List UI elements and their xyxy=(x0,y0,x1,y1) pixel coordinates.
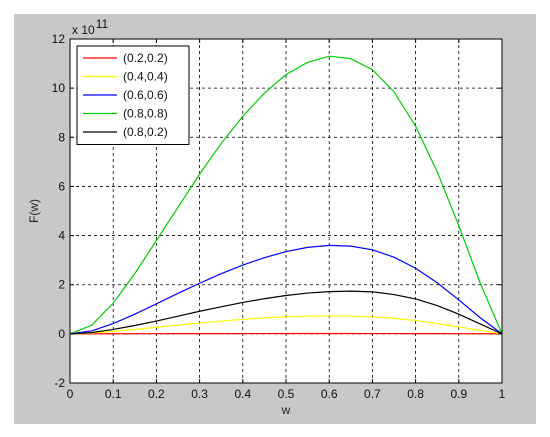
y-tick-label: 0 xyxy=(58,327,65,341)
legend-label: (0.4,0.4) xyxy=(123,70,168,84)
x-tick-label: 0.1 xyxy=(105,387,122,401)
x-tick-label: 0.3 xyxy=(191,387,208,401)
series-line xyxy=(69,290,503,335)
figure-window: 0 0.1 0.2 0.3 0.4 0.5 0.6 0.7 0.8 0.9 1 -2 0 2 4 6 8 10 12… xyxy=(14,14,536,424)
legend-label: (0.8,0.2) xyxy=(123,125,168,139)
y-tick-label: 6 xyxy=(58,179,65,193)
x-tick-label: 1 xyxy=(499,387,506,401)
x-tick-label: 0 xyxy=(67,387,74,401)
series-line xyxy=(69,244,503,335)
series-line xyxy=(69,55,503,335)
y-tick-label: 8 xyxy=(58,130,65,144)
y-axis-label: F(w) xyxy=(27,199,41,223)
legend-label: (0.8,0.8) xyxy=(123,107,168,121)
series-line xyxy=(69,315,503,335)
y-tick-label: 2 xyxy=(58,278,65,292)
x-axis-label: w xyxy=(281,403,291,417)
legend-label: (0.6,0.6) xyxy=(123,88,168,102)
y-tick-label: 4 xyxy=(58,229,65,243)
legend-label: (0.2,0.2) xyxy=(123,51,168,65)
y-tick-label: 12 xyxy=(52,32,66,46)
y-scale-factor: x 10 xyxy=(72,23,95,37)
x-tick-label: 0.6 xyxy=(321,387,338,401)
y-tick-label: 10 xyxy=(52,81,66,95)
x-tick-label: 0.8 xyxy=(407,387,424,401)
x-tick-label: 0.7 xyxy=(364,387,381,401)
x-tick-label: 0.5 xyxy=(278,387,295,401)
x-tick-label: 0.4 xyxy=(234,387,251,401)
line-chart: 0 0.1 0.2 0.3 0.4 0.5 0.6 0.7 0.8 0.9 1-2024681012… xyxy=(27,17,506,417)
y-scale-exponent: 11 xyxy=(96,17,109,31)
y-tick-label: -2 xyxy=(54,376,65,390)
x-tick-label: 0.9 xyxy=(450,387,467,401)
x-tick-label: 0.2 xyxy=(148,387,165,401)
